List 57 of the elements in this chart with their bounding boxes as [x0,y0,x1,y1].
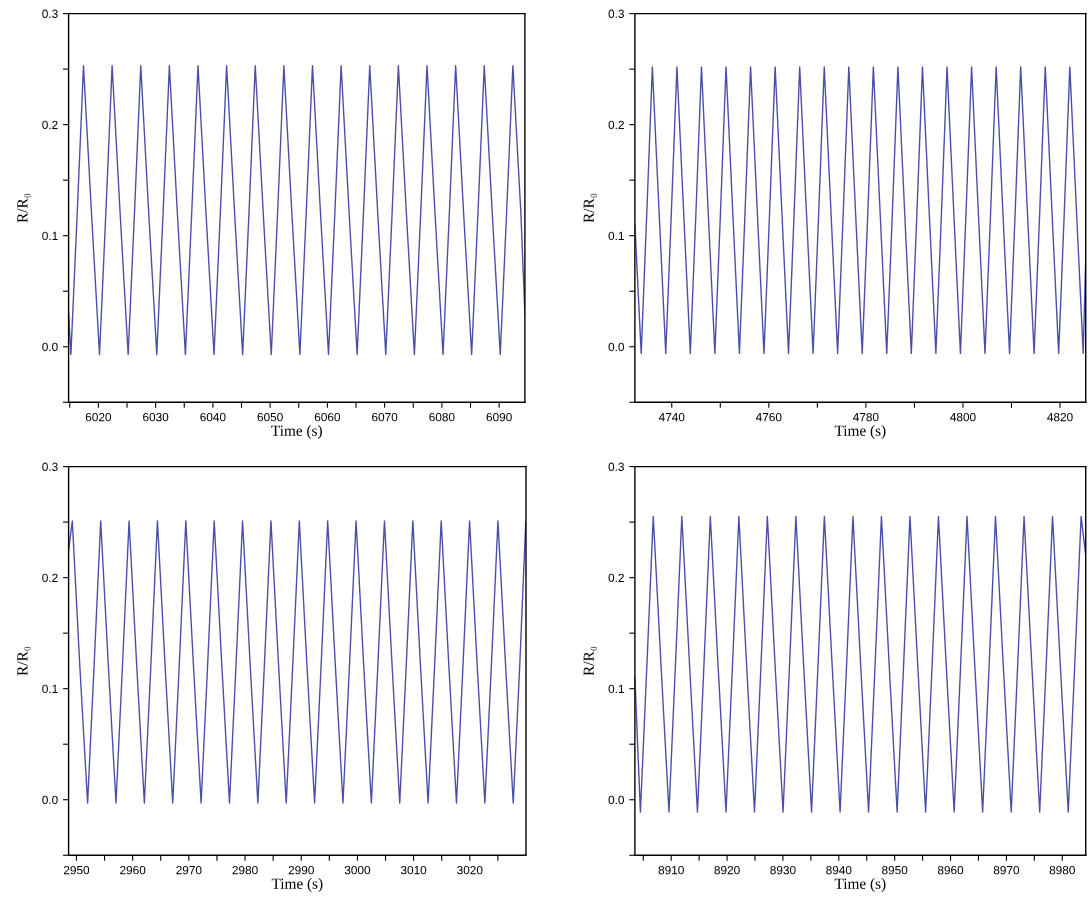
y-tick-label: 0.0 [608,342,625,352]
x-tick-label: 2950 [63,865,90,875]
x-tick-label: 6020 [85,412,112,422]
line-series [634,515,1086,813]
y-axis-title: R/R₀ [17,193,31,223]
y-tick-label: 0.2 [608,120,624,130]
y-tick-label: 0.3 [42,9,58,18]
x-tick-label: 2970 [176,865,202,875]
x-tick-label: 8980 [1049,865,1075,875]
x-tick-label: 3020 [457,865,483,875]
y-axis-title: R/R₀ [17,646,31,676]
y-tick-label: 0.0 [42,795,58,805]
x-tick-label: 6060 [314,412,341,422]
x-tick-label: 8950 [882,865,908,875]
x-tick-label: 6040 [200,412,226,422]
y-tick-label: 0.1 [608,684,624,694]
x-axis-title: Time (s) [271,878,323,892]
y-tick-label: 0.3 [608,9,624,18]
x-axis-title: Time (s) [271,425,322,439]
x-tick-label: 2990 [288,865,314,875]
x-tick-label: 8930 [770,865,796,875]
line-series [634,66,1086,355]
x-tick-label: 4800 [950,412,976,422]
line-series [68,65,525,356]
x-tick-label: 8970 [993,865,1020,875]
y-tick-label: 0.3 [42,462,58,471]
x-tick-label: 8910 [658,865,684,875]
x-tick-label: 4740 [658,412,685,422]
y-tick-label: 0.2 [608,573,624,583]
y-axis-title: R/R₀ [583,646,597,676]
y-tick-label: 0.0 [42,342,58,352]
x-axis-title: Time (s) [834,878,886,892]
line-series [68,520,526,804]
y-tick-label: 0.0 [608,795,625,805]
y-tick-label: 0.3 [608,462,624,471]
x-tick-label: 2980 [232,865,258,875]
y-tick-label: 0.2 [42,573,58,583]
x-tick-label: 6050 [257,412,283,422]
x-tick-label: 6090 [486,412,512,422]
x-tick-label: 4820 [1047,412,1073,422]
x-tick-label: 6080 [429,412,455,422]
x-tick-label: 8960 [937,865,964,875]
x-tick-label: 3000 [344,865,371,875]
x-tick-label: 2960 [120,865,146,875]
x-axis-title: Time (s) [834,425,886,439]
x-tick-label: 6030 [143,412,169,422]
x-tick-label: 8940 [826,865,852,875]
x-tick-label: 6070 [372,412,398,422]
y-axis-title: R/R₀ [583,193,597,223]
x-tick-label: 8920 [714,865,740,875]
y-tick-label: 0.1 [42,231,58,241]
x-tick-label: 4780 [853,412,879,422]
y-tick-label: 0.1 [608,231,624,241]
y-tick-label: 0.1 [42,684,58,694]
x-tick-label: 4760 [755,412,782,422]
y-tick-label: 0.2 [42,120,58,130]
x-tick-label: 3010 [400,865,427,875]
